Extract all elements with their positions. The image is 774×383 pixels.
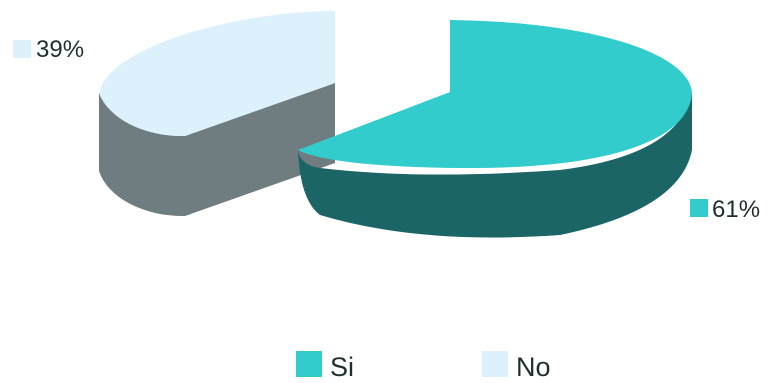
data-label-no-key [13,40,31,58]
pie-slice-si-top [298,20,692,168]
data-label-si: 61% [690,196,760,223]
legend-item-si: Si [296,351,354,382]
legend-label-no: No [516,352,551,382]
pie-slice-no-top [99,11,335,137]
pie-slice-no-side [185,83,335,216]
data-label-no: 39% [13,36,84,63]
pie-slice-si [298,20,692,238]
pie-slice-no-side-curve [99,93,185,217]
data-label-si-text: 61% [712,196,760,223]
data-label-si-key [690,199,708,217]
legend-swatch-no [482,351,508,377]
legend-label-si: Si [330,352,354,382]
pie-slice-no [99,11,335,217]
legend-swatch-si [296,351,322,377]
data-label-no-text: 39% [36,36,84,63]
legend-item-no: No [482,351,551,382]
legend: Si No [296,351,551,382]
pie-slice-si-side [298,92,692,238]
